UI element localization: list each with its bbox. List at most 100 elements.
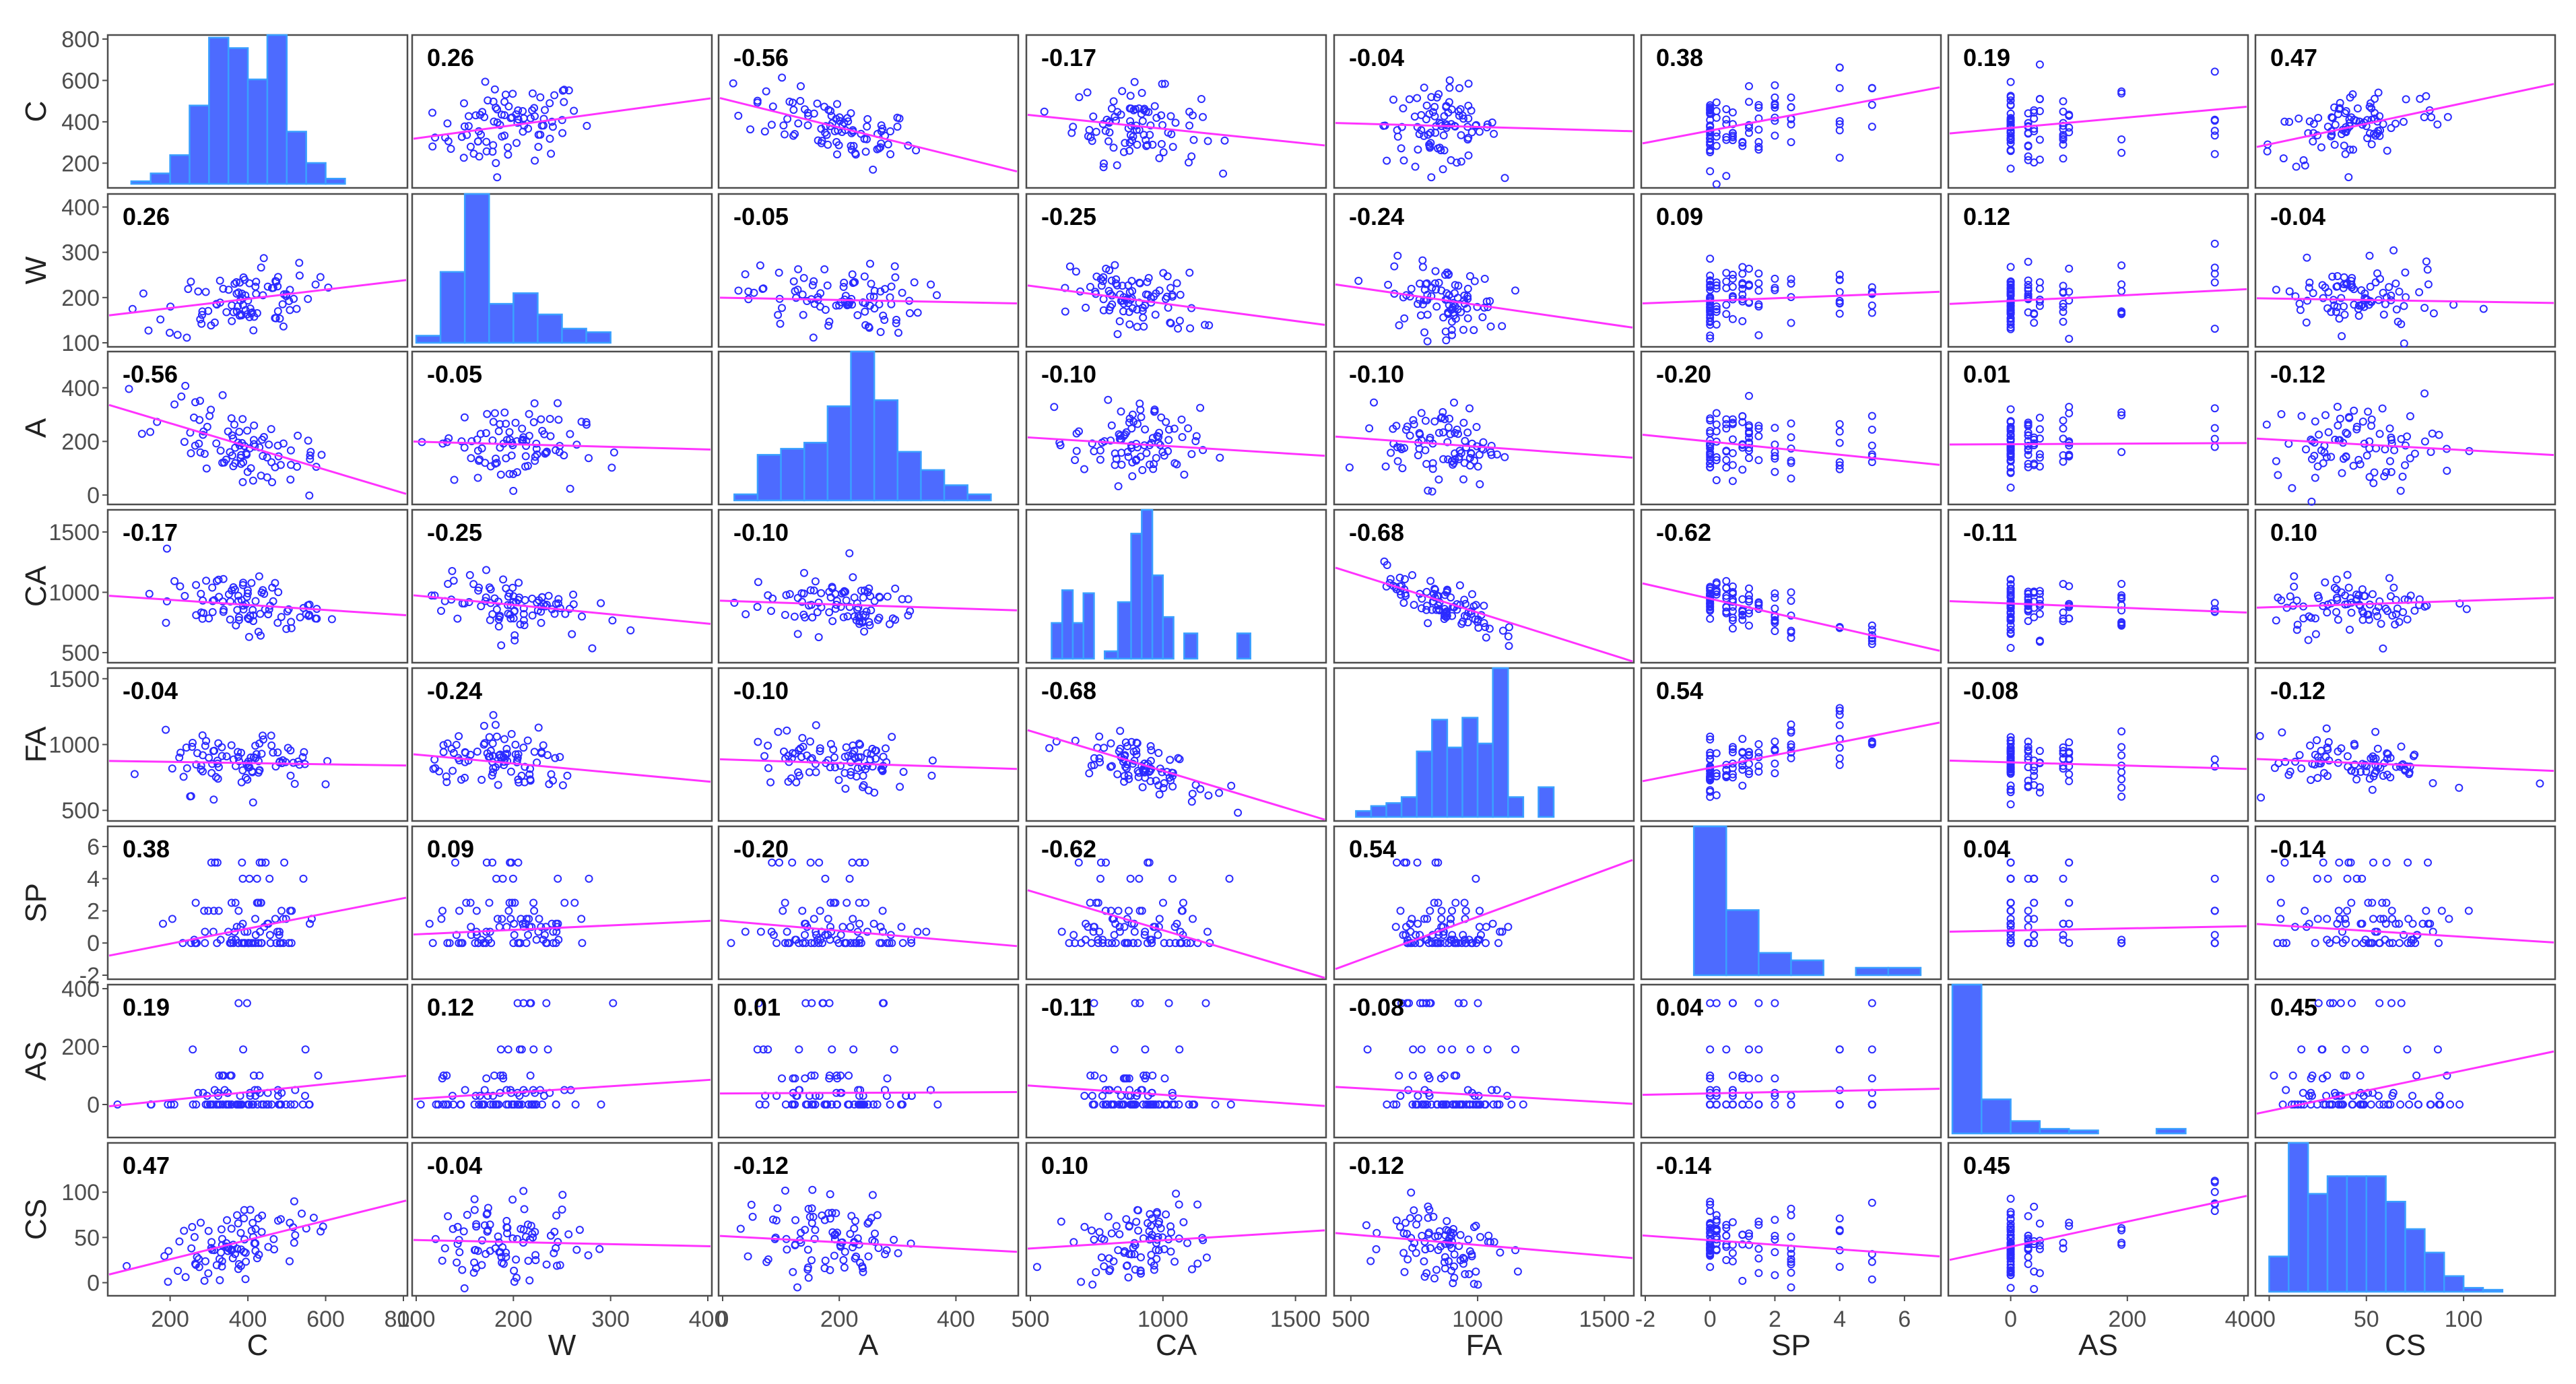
scatter-point	[778, 73, 787, 82]
scatter-point	[1189, 111, 1197, 120]
scatter-point	[1835, 275, 1844, 284]
hist-bar	[756, 454, 782, 502]
scatter-point	[1712, 278, 1721, 287]
panel-W-vs-W	[411, 193, 713, 348]
scatter-point	[1439, 455, 1448, 463]
points	[1354, 251, 1519, 345]
scatter-point	[2297, 411, 2306, 420]
scatter-point	[166, 329, 174, 337]
scatter-point	[1868, 308, 1876, 317]
correlation-label: -0.12	[2270, 360, 2325, 388]
scatter-point	[279, 322, 288, 331]
panel-frame	[1640, 34, 1942, 189]
scatter-point	[1107, 104, 1116, 113]
scatter-point	[166, 302, 175, 311]
scatter-point	[2035, 107, 2044, 115]
scatter-point	[1442, 123, 1451, 132]
scatter-point	[312, 614, 321, 623]
scatter-point	[536, 93, 545, 102]
scatter-point	[1459, 325, 1467, 334]
panel-A-vs-A	[717, 350, 1020, 506]
scatter-point	[230, 420, 238, 429]
points	[1379, 76, 1509, 183]
scatter-point	[554, 399, 562, 407]
scatter-point	[1166, 112, 1175, 121]
scatter-point	[756, 261, 764, 270]
scatter-point	[1406, 431, 1414, 440]
panel-A-vs-AS: 0.01	[1947, 350, 2249, 506]
scatter-point	[906, 309, 914, 317]
hist-bar	[1461, 717, 1479, 818]
scatter-point	[1170, 424, 1179, 433]
scatter-point	[824, 140, 832, 149]
scatter-point	[2210, 239, 2219, 248]
scatter-point	[483, 409, 492, 418]
scatter-point	[1124, 453, 1133, 461]
correlation-label: 0.12	[1963, 203, 2010, 230]
scatter-point	[1738, 465, 1747, 474]
scatter-point	[259, 291, 267, 300]
scatter-point	[530, 104, 539, 112]
scatter-point	[2358, 300, 2367, 309]
scatter-point	[1470, 277, 1479, 286]
scatter-point	[797, 82, 805, 90]
scatter-point	[860, 272, 869, 281]
scatter-point	[465, 112, 473, 121]
scatter-point	[467, 437, 476, 446]
scatter-point	[1427, 173, 1436, 182]
scatter-point	[529, 418, 538, 426]
scatter-point	[1105, 266, 1114, 275]
scatter-point	[2035, 414, 2044, 422]
scatter-point	[1137, 89, 1146, 97]
hist-bar	[439, 271, 466, 344]
scatter-point	[1113, 161, 1121, 170]
scatter-point	[252, 277, 261, 286]
scatter-point	[226, 615, 234, 624]
scatter-point	[823, 281, 832, 290]
scatter-point	[1706, 318, 1715, 327]
scatter-point	[1186, 324, 1195, 333]
correlation-label: 0.09	[1656, 203, 1703, 230]
scatter-point	[284, 605, 293, 614]
scatter-point	[1185, 121, 1194, 130]
scatter-point	[1146, 460, 1154, 469]
scatter-point	[275, 315, 284, 323]
scatter-point	[492, 103, 500, 112]
scatter-point	[1117, 449, 1126, 457]
scatter-point	[548, 117, 556, 126]
scatter-point	[1459, 114, 1467, 123]
scatter-point	[2319, 294, 2327, 302]
panel-frame	[411, 34, 713, 189]
scatter-point	[1835, 420, 1844, 428]
scatter-point	[518, 424, 527, 433]
hist-bar	[463, 193, 490, 344]
scatter-point	[228, 317, 236, 325]
scatter-point	[2065, 451, 2074, 459]
fit-line	[413, 97, 711, 140]
panel-SP-vs-SP	[1640, 825, 1942, 981]
scatter-point	[887, 282, 896, 291]
scatter-point	[1395, 321, 1403, 329]
scatter-point	[1393, 443, 1401, 451]
scatter-point	[1171, 119, 1180, 127]
scatter-point	[1754, 269, 1763, 278]
panel-C-vs-CA: -0.17	[1025, 34, 1327, 189]
scatter-point	[2328, 272, 2337, 281]
scatter-point	[1187, 450, 1196, 459]
scatter-point	[1451, 281, 1459, 290]
scatter-point	[176, 582, 185, 591]
scatter-point	[1439, 165, 1447, 174]
fit-line	[719, 296, 1018, 304]
hist-bar	[826, 405, 852, 502]
scatter-point	[2210, 117, 2219, 125]
scatter-point	[1463, 314, 1472, 323]
scatter-point	[1415, 444, 1424, 453]
scatter-point	[2360, 118, 2369, 127]
scatter-point	[1427, 93, 1436, 102]
scatter-point	[1451, 455, 1459, 463]
scatter-point	[1771, 103, 1779, 112]
scatter-point	[431, 133, 439, 142]
scatter-point	[482, 429, 490, 438]
scatter-point	[276, 461, 285, 469]
scatter-point	[228, 451, 236, 460]
